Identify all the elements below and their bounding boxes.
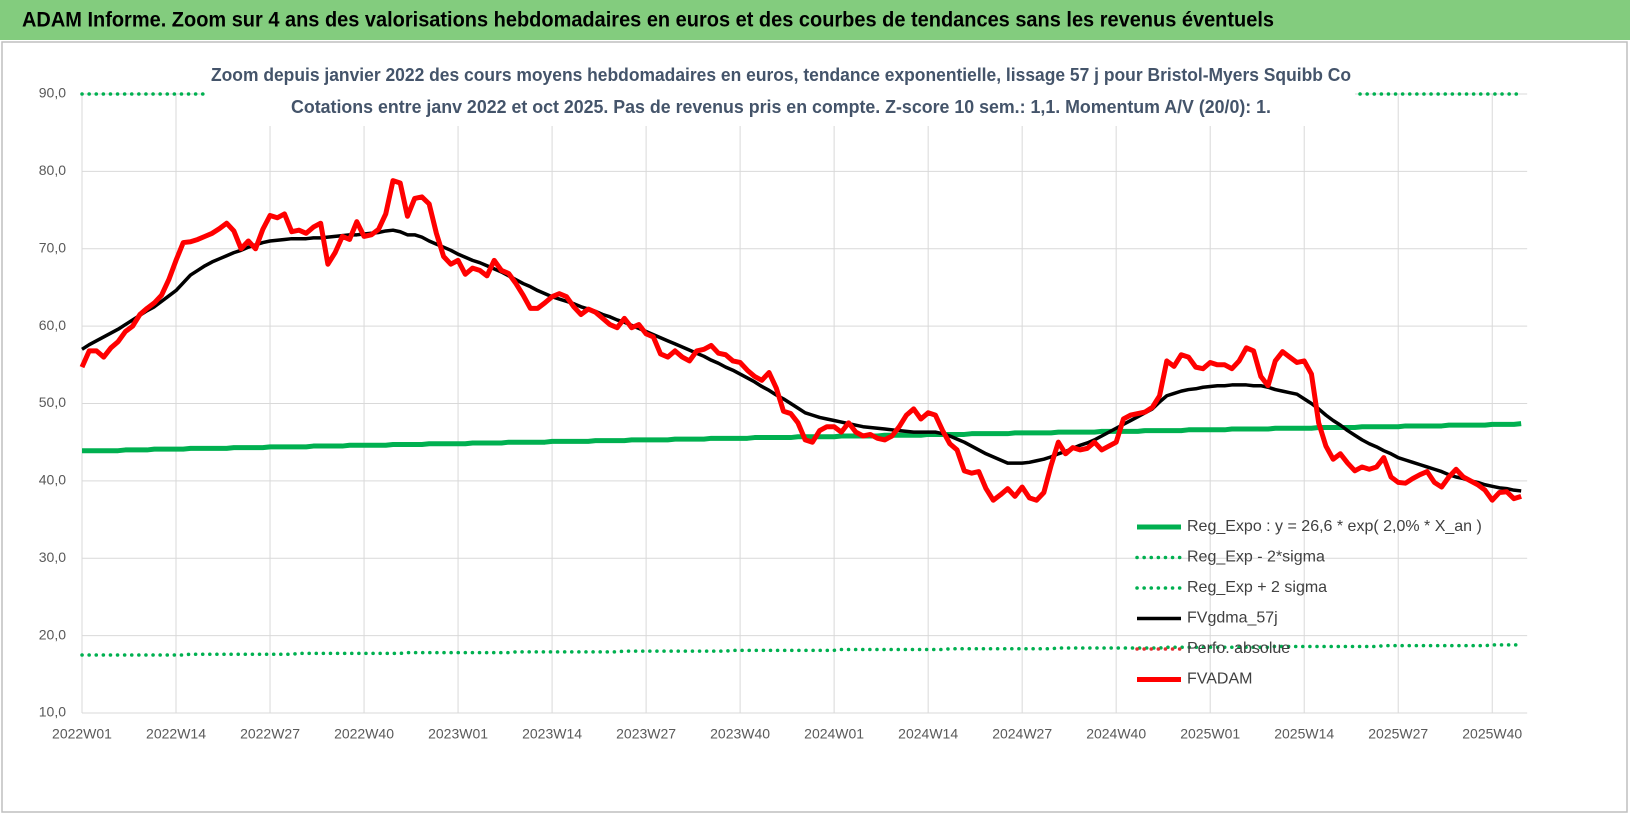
legend-label: Reg_Expo : y = 26,6 * exp( 2,0% * X_an ) — [1187, 518, 1482, 535]
y-tick-label: 10,0 — [39, 704, 66, 720]
header-title: ADAM Informe. Zoom sur 4 ans des valoris… — [22, 9, 1274, 32]
y-tick-label: 90,0 — [39, 85, 66, 101]
y-tick-label: 50,0 — [39, 394, 66, 410]
plot-area: 10,0 20,0 30,0 40,0 50,0 60,0 70,0 80,0 90,0 2022… — [39, 85, 1528, 742]
legend-label: Reg_Exp - 2*sigma — [1187, 549, 1325, 566]
x-tick-label: 2023W40 — [710, 726, 770, 742]
title-box — [205, 58, 1355, 126]
header-bar — [0, 0, 1630, 40]
x-tick-label: 2022W01 — [52, 726, 112, 742]
x-tick-label: 2025W27 — [1368, 726, 1428, 742]
y-tick-label: 60,0 — [39, 317, 66, 333]
legend-label: Reg_Exp + 2 sigma — [1187, 579, 1327, 596]
x-tick-label: 2024W27 — [992, 726, 1052, 742]
x-tick-label: 2022W27 — [240, 726, 300, 742]
x-tick-label: 2025W14 — [1274, 726, 1334, 742]
legend: Reg_Expo : y = 26,6 * exp( 2,0% * X_an )… — [1135, 518, 1482, 688]
y-tick-label: 20,0 — [39, 626, 66, 642]
x-tick-label: 2024W40 — [1086, 726, 1146, 742]
x-tick-label: 2024W14 — [898, 726, 958, 742]
series-line — [80, 643, 1523, 657]
legend-label: FVADAM — [1187, 671, 1252, 688]
y-tick-label: 30,0 — [39, 549, 66, 565]
x-tick-label: 2024W01 — [804, 726, 864, 742]
x-tick-label: 2022W40 — [334, 726, 394, 742]
legend-label: Perfo. absolue — [1187, 640, 1290, 657]
x-tick-label: 2022W14 — [146, 726, 206, 742]
series-line — [79, 178, 1522, 503]
y-tick-label: 70,0 — [39, 239, 66, 255]
y-tick-label: 80,0 — [39, 162, 66, 178]
x-tick-label: 2025W01 — [1180, 726, 1240, 742]
chart-subtitle: Cotations entre janv 2022 et oct 2025. P… — [291, 97, 1271, 117]
y-tick-label: 40,0 — [39, 472, 66, 488]
x-tick-label: 2023W27 — [616, 726, 676, 742]
x-tick-label: 2023W14 — [522, 726, 582, 742]
x-tick-label: 2023W01 — [428, 726, 488, 742]
legend-label: FVgdma_57j — [1187, 610, 1278, 627]
chart-title: Zoom depuis janvier 2022 des cours moyen… — [211, 65, 1351, 85]
x-tick-label: 2025W40 — [1462, 726, 1522, 742]
